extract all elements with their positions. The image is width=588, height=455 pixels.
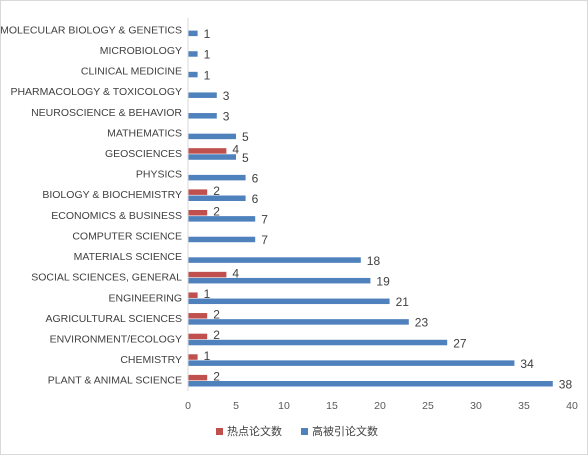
value-label-cited: 18 xyxy=(367,254,381,268)
x-tick-label: 20 xyxy=(374,400,386,412)
category-label: MOLECULAR BIOLOGY & GENETICS xyxy=(1,24,182,36)
legend-swatch-hot xyxy=(216,428,223,435)
value-label-cited: 1 xyxy=(204,48,211,62)
category-labels: MOLECULAR BIOLOGY & GENETICS MICROBIOLOGY… xyxy=(1,24,182,386)
x-tick-label: 5 xyxy=(233,400,239,412)
bars-layer xyxy=(188,30,553,387)
value-label-cited: 19 xyxy=(376,274,390,288)
value-label-cited: 34 xyxy=(520,357,534,371)
x-tick-label: 35 xyxy=(518,400,530,412)
value-label-cited: 27 xyxy=(453,336,467,350)
bar-hot-papers xyxy=(188,189,208,195)
bar-highly-cited xyxy=(188,113,217,119)
bar-hot-papers xyxy=(188,292,198,298)
value-label-hot: 4 xyxy=(232,143,239,157)
bar-highly-cited xyxy=(188,319,409,325)
bar-highly-cited xyxy=(188,133,236,140)
category-label: GEOSCIENCES xyxy=(105,148,182,160)
category-label: ENGINEERING xyxy=(108,292,182,304)
x-tick-label: 15 xyxy=(326,400,338,412)
bar-highly-cited xyxy=(188,174,246,181)
bar-hot-papers xyxy=(188,374,208,381)
value-label-cited: 7 xyxy=(261,213,268,227)
value-label-cited: 1 xyxy=(204,68,211,82)
value-label-cited: 7 xyxy=(261,233,268,247)
value-label-cited: 21 xyxy=(396,295,410,309)
bar-highly-cited xyxy=(188,30,198,37)
category-label: PHARMACOLOGY & TOXICOLOGY xyxy=(10,86,182,98)
value-label-cited: 5 xyxy=(242,151,249,165)
value-label-cited: 3 xyxy=(223,110,230,124)
x-tick-label: 0 xyxy=(185,400,191,412)
category-label: ENVIRONMENT/ECOLOGY xyxy=(50,333,182,345)
bar-hot-papers xyxy=(188,271,227,278)
category-label: CHEMISTRY xyxy=(120,354,182,366)
bar-hot-papers xyxy=(188,354,198,360)
category-label: ECONOMICS & BUSINESS xyxy=(51,210,182,222)
bar-highly-cited xyxy=(188,195,246,201)
category-label: NEUROSCIENCE & BEHAVIOR xyxy=(31,107,182,119)
value-label-hot: 1 xyxy=(204,287,211,301)
bar-highly-cited xyxy=(188,380,553,387)
legend: 热点论文数 高被引论文数 xyxy=(216,424,378,438)
category-label: CLINICAL MEDICINE xyxy=(81,66,182,78)
bar-highly-cited xyxy=(188,339,448,346)
value-label-cited: 6 xyxy=(252,192,259,206)
bar-highly-cited xyxy=(188,236,256,243)
category-label: AGRICULTURAL SCIENCES xyxy=(45,313,182,325)
value-label-hot: 2 xyxy=(213,369,220,383)
bar-highly-cited xyxy=(188,277,371,284)
value-label-hot: 2 xyxy=(213,205,220,219)
category-label: MICROBIOLOGY xyxy=(100,45,182,57)
bar-hot-papers xyxy=(188,313,208,319)
category-label: SOCIAL SCIENCES, GENERAL xyxy=(31,272,182,284)
bar-highly-cited xyxy=(188,154,236,160)
category-label: BIOLOGY & BIOCHEMISTRY xyxy=(42,189,182,201)
x-tick-label: 30 xyxy=(470,400,482,412)
x-tick-label: 25 xyxy=(422,400,434,412)
bar-highly-cited xyxy=(188,92,217,98)
bar-hot-papers xyxy=(188,210,208,216)
value-label-cited: 23 xyxy=(415,316,429,330)
bar-highly-cited xyxy=(188,51,198,57)
value-label-hot: 2 xyxy=(213,308,220,322)
value-label-hot: 2 xyxy=(213,328,220,342)
x-tick-label: 10 xyxy=(278,400,290,412)
category-label: PHYSICS xyxy=(136,169,182,181)
value-label-hot: 2 xyxy=(213,184,220,198)
value-label-cited: 5 xyxy=(242,130,249,144)
bar-highly-cited xyxy=(188,71,198,78)
bar-highly-cited xyxy=(188,257,361,263)
category-label: MATHEMATICS xyxy=(107,127,182,139)
bar-highly-cited xyxy=(188,298,390,305)
value-label-cited: 3 xyxy=(223,89,230,103)
value-label-cited: 6 xyxy=(252,171,259,185)
value-label-hot: 4 xyxy=(232,266,239,280)
value-label-cited: 1 xyxy=(204,27,211,41)
value-label-hot: 1 xyxy=(204,349,211,363)
category-label: PLANT & ANIMAL SCIENCE xyxy=(48,375,182,387)
legend-label-cited: 高被引论文数 xyxy=(312,424,378,438)
bar-hot-papers xyxy=(188,148,227,154)
bar-highly-cited xyxy=(188,216,256,222)
category-label: COMPUTER SCIENCE xyxy=(72,230,182,242)
legend-swatch-cited xyxy=(301,428,308,435)
category-label: MATERIALS SCIENCE xyxy=(74,251,182,263)
x-tick-label: 40 xyxy=(566,400,578,412)
bar-highly-cited xyxy=(188,360,515,366)
x-axis-ticks: 0 5 10 15 20 25 30 35 40 xyxy=(185,400,578,412)
bar-hot-papers xyxy=(188,333,208,340)
value-label-cited: 38 xyxy=(559,377,573,391)
legend-label-hot: 热点论文数 xyxy=(227,424,282,438)
